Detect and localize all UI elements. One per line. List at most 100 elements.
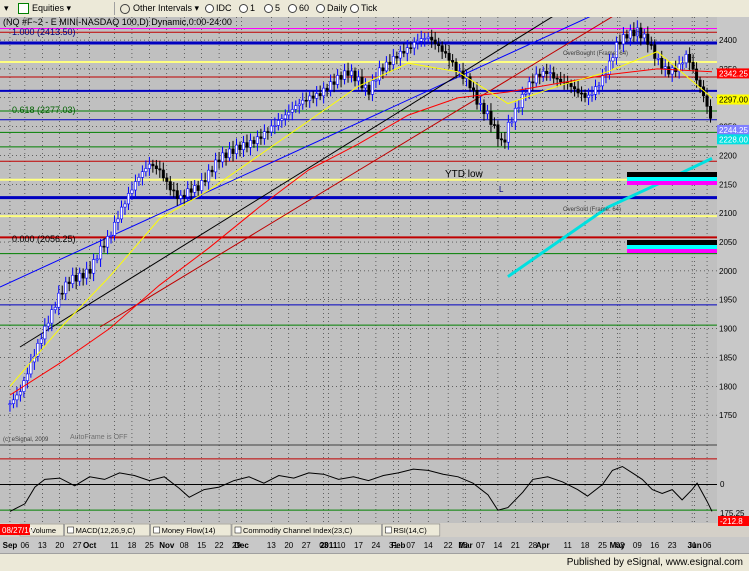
- bar-body: [294, 105, 298, 110]
- bar-body: [416, 41, 420, 43]
- bar-body: [329, 81, 333, 91]
- bar-body: [510, 121, 514, 124]
- vertical-grid: [9, 17, 708, 523]
- bar-body: [496, 124, 500, 140]
- fib-label-0000: 0.000 (2056.25): [12, 234, 76, 244]
- idc-label: IDC: [216, 3, 232, 13]
- bar-body: [322, 87, 326, 97]
- moving-average-yellow: [9, 51, 713, 387]
- bar-body: [412, 42, 416, 49]
- indicator-tab[interactable]: [150, 523, 232, 537]
- interval-daily-button[interactable]: Daily: [316, 2, 347, 15]
- time-tick-label: Dec: [234, 541, 249, 550]
- equities-dropdown[interactable]: Equities ▾: [18, 2, 71, 15]
- zone-box-black-2: [627, 240, 717, 245]
- bar-body: [297, 103, 301, 106]
- interval-5-button[interactable]: 5: [264, 2, 280, 15]
- bar-body: [210, 169, 214, 173]
- bar-body: [43, 325, 47, 340]
- bar-body: [621, 34, 625, 45]
- price-chart[interactable]: (NQ #F~2 - E MINI-NASDAQ 100,D) Dynamic,…: [0, 17, 749, 553]
- indicator-alt-value: 175.25: [720, 509, 745, 518]
- start-date-label: 08/27/10: [2, 526, 34, 535]
- bar-body: [36, 342, 40, 357]
- symbol-dropdown-arrow[interactable]: ▾: [4, 3, 9, 13]
- time-tick-label: 27: [302, 541, 311, 550]
- bar-body: [444, 51, 448, 54]
- price-tick-label: 1800: [719, 382, 737, 391]
- indicator-tab[interactable]: [231, 523, 382, 537]
- bar-body: [172, 189, 176, 192]
- bar-body: [653, 44, 657, 59]
- bar-body: [656, 58, 660, 60]
- bar-body: [147, 163, 151, 169]
- bar-body: [649, 44, 653, 46]
- price-tick-label: 1950: [719, 296, 737, 305]
- time-tick-label: 31: [389, 541, 398, 550]
- price-tag-box: [717, 94, 749, 105]
- price-tag-label: 2297.00: [719, 96, 748, 105]
- time-tick-label: 28: [459, 541, 468, 550]
- price-tag-box: [717, 124, 749, 135]
- interval-tick-button[interactable]: Tick: [350, 2, 377, 15]
- time-tick-label: 13: [267, 541, 276, 550]
- bar-body: [315, 93, 319, 99]
- bar-body: [667, 66, 671, 75]
- bar-body: [207, 169, 211, 183]
- bar-body: [137, 177, 141, 182]
- bar-body: [245, 142, 249, 148]
- time-tick-label: 07: [476, 541, 485, 550]
- bar-body: [154, 165, 158, 170]
- bar-body: [53, 307, 57, 310]
- bar-body: [531, 81, 535, 84]
- time-tick-label: 14: [493, 541, 502, 550]
- bar-body: [395, 56, 399, 59]
- bar-body: [430, 36, 434, 41]
- time-tick-label: Oct: [83, 541, 97, 550]
- bar-body: [46, 322, 50, 327]
- time-tick-label: 10: [337, 541, 346, 550]
- bar-body: [670, 67, 674, 75]
- bar-body: [709, 106, 713, 119]
- bar-body: [85, 268, 89, 279]
- bar-body: [628, 29, 632, 39]
- interval-1-button[interactable]: 1: [239, 2, 255, 15]
- bar-body: [290, 109, 294, 113]
- indicator-alt-tag-bg: [718, 509, 749, 518]
- bar-body: [99, 245, 103, 260]
- bar-body: [688, 53, 692, 63]
- bar-body: [614, 42, 618, 58]
- bar-body: [311, 95, 315, 99]
- bar-body: [695, 68, 699, 81]
- bar-body: [391, 56, 395, 65]
- interval-60-button[interactable]: 60: [288, 2, 309, 15]
- bar-body: [370, 80, 374, 95]
- bar-body: [363, 84, 367, 89]
- price-tick-label: 1900: [719, 325, 737, 334]
- bar-body: [252, 140, 256, 144]
- bar-body: [367, 84, 371, 95]
- interval-idc-button[interactable]: IDC: [205, 2, 232, 15]
- bar-body: [318, 93, 322, 97]
- moving-average-red: [9, 68, 713, 396]
- time-tick-label: Feb: [391, 541, 405, 550]
- other-intervals-dropdown[interactable]: Other Intervals ▾: [120, 2, 199, 15]
- bar-body: [437, 43, 441, 46]
- bar-body: [520, 94, 524, 108]
- time-tick-label: 24: [371, 541, 380, 550]
- low-marker: L: [499, 185, 504, 194]
- time-tick-label: Mar: [458, 541, 472, 550]
- time-tick-label: 23: [668, 541, 677, 550]
- indicator-tab[interactable]: [382, 523, 441, 537]
- bar-body: [384, 61, 388, 72]
- interval-60-label: 60: [299, 3, 310, 13]
- indicator-tab[interactable]: [64, 523, 150, 537]
- ytd-low-label: YTD low: [445, 169, 484, 180]
- bar-body: [39, 338, 43, 344]
- bar-body: [228, 148, 232, 159]
- bar-body: [499, 138, 503, 141]
- tab-checkbox-icon: [153, 526, 160, 534]
- bar-body: [635, 27, 639, 37]
- bar-body: [60, 292, 64, 295]
